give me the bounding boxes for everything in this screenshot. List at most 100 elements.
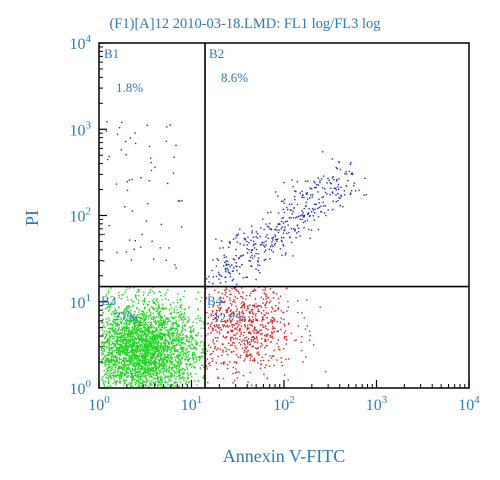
data-point <box>312 207 314 210</box>
data-point <box>117 367 119 370</box>
data-point <box>137 313 139 316</box>
data-point <box>145 381 148 383</box>
data-point <box>222 349 224 351</box>
data-point <box>160 308 163 310</box>
data-point <box>215 312 217 314</box>
data-point <box>166 349 169 351</box>
data-point <box>270 311 273 313</box>
data-point <box>162 347 165 349</box>
data-point <box>136 356 138 358</box>
data-point <box>111 302 113 305</box>
data-point <box>104 337 106 339</box>
data-point <box>181 326 184 329</box>
data-point <box>146 371 149 373</box>
data-point <box>125 289 128 291</box>
data-point <box>132 317 134 319</box>
data-point <box>345 170 347 173</box>
data-point <box>106 334 108 336</box>
data-point <box>189 372 192 374</box>
data-point <box>267 328 269 331</box>
data-point <box>206 278 208 280</box>
data-point <box>110 357 112 359</box>
data-point <box>176 354 178 357</box>
data-point <box>146 368 149 370</box>
data-point <box>159 331 161 334</box>
data-point <box>158 290 160 293</box>
data-point <box>239 321 241 324</box>
data-point <box>121 332 123 334</box>
data-point <box>141 331 144 333</box>
data-point <box>110 377 112 380</box>
data-point <box>133 340 136 343</box>
data-point <box>148 317 150 320</box>
data-point <box>119 358 121 361</box>
data-point <box>135 341 137 344</box>
data-point <box>107 310 110 312</box>
data-point <box>118 365 120 367</box>
data-point <box>181 356 183 359</box>
data-point <box>235 347 237 349</box>
data-point <box>179 310 182 313</box>
data-point <box>217 291 220 293</box>
data-point <box>126 346 129 348</box>
data-point <box>155 380 157 383</box>
data-point <box>171 343 173 345</box>
data-point <box>152 353 155 355</box>
data-point <box>139 343 141 345</box>
data-point <box>231 344 233 346</box>
data-point <box>175 360 177 363</box>
data-point <box>135 375 137 377</box>
data-point <box>130 354 132 357</box>
data-point <box>267 322 269 324</box>
data-point <box>291 241 293 244</box>
data-point <box>108 366 111 368</box>
data-point <box>184 318 187 321</box>
data-point <box>134 381 137 384</box>
data-point <box>124 316 126 319</box>
data-point <box>128 335 130 338</box>
data-point <box>131 316 133 318</box>
data-point <box>167 341 169 344</box>
data-point <box>200 335 202 337</box>
data-point <box>123 384 125 386</box>
data-point <box>276 359 278 361</box>
data-point <box>134 349 137 351</box>
data-point <box>137 365 140 368</box>
data-point <box>178 342 180 344</box>
data-point <box>120 321 123 324</box>
data-point <box>104 374 106 376</box>
data-point <box>166 357 168 359</box>
data-point <box>192 338 195 340</box>
data-point <box>183 347 185 349</box>
data-point <box>317 216 320 218</box>
data-point <box>173 365 176 368</box>
data-point <box>149 352 152 354</box>
data-point <box>353 185 355 187</box>
data-point <box>151 366 153 368</box>
data-point <box>273 330 275 333</box>
data-point <box>141 379 144 381</box>
data-point <box>124 347 127 349</box>
data-point <box>108 224 110 227</box>
data-point <box>317 191 319 193</box>
data-point <box>186 339 188 341</box>
data-point <box>144 333 146 335</box>
data-point <box>135 332 137 334</box>
data-point <box>120 298 123 300</box>
data-point <box>125 344 127 346</box>
data-point <box>142 362 144 364</box>
data-point <box>114 325 117 327</box>
data-point <box>242 297 244 299</box>
data-point <box>169 320 172 322</box>
data-point <box>184 335 187 337</box>
data-point <box>253 313 255 315</box>
data-point <box>116 348 119 350</box>
data-point <box>147 321 149 323</box>
data-point <box>201 340 203 342</box>
data-point <box>280 317 282 320</box>
data-point <box>282 222 285 224</box>
data-point <box>137 351 139 353</box>
data-point <box>301 214 303 216</box>
data-point <box>241 319 243 322</box>
data-point <box>159 346 161 348</box>
